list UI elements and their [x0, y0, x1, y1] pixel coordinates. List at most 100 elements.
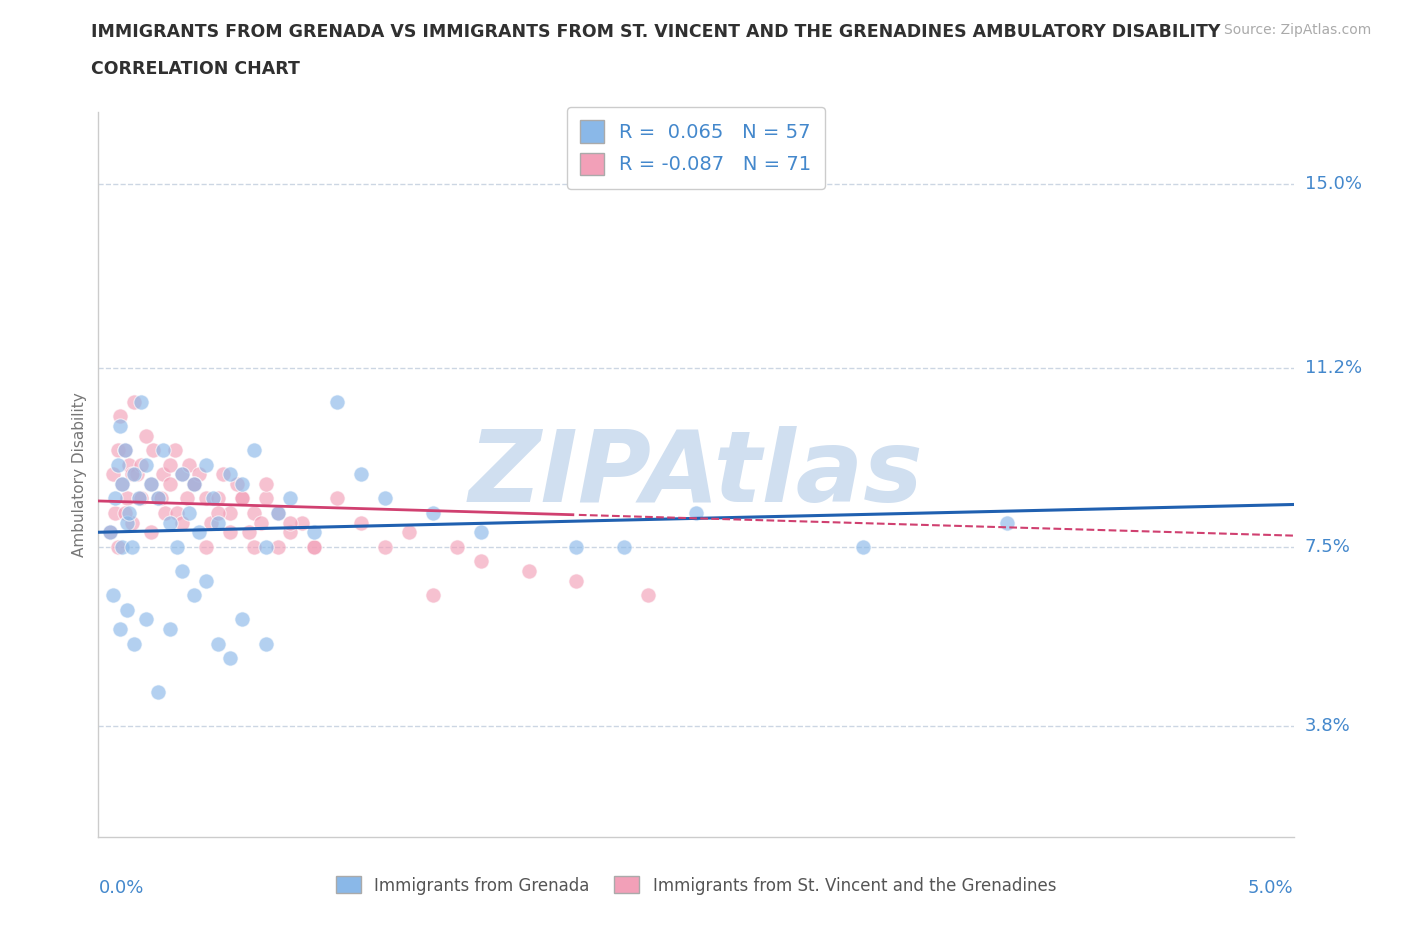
- Point: [183, 476, 205, 491]
- Point: [98, 525, 122, 539]
- Point: [195, 458, 218, 472]
- Point: [148, 684, 170, 699]
- Point: [302, 525, 325, 539]
- Point: [139, 476, 162, 491]
- Point: [115, 491, 138, 506]
- Point: [565, 539, 588, 554]
- Point: [852, 539, 875, 554]
- Point: [278, 491, 301, 506]
- Point: [155, 506, 177, 521]
- Point: [111, 539, 134, 554]
- Text: Source: ZipAtlas.com: Source: ZipAtlas.com: [1223, 23, 1371, 37]
- Point: [200, 515, 222, 530]
- Point: [159, 458, 181, 472]
- Point: [231, 476, 253, 491]
- Point: [121, 467, 143, 482]
- Point: [267, 506, 290, 521]
- Point: [207, 515, 229, 530]
- Point: [195, 491, 218, 506]
- Text: ZIPAtlas: ZIPAtlas: [468, 426, 924, 523]
- Point: [350, 467, 373, 482]
- Point: [613, 539, 636, 554]
- Point: [115, 603, 138, 618]
- Point: [187, 525, 209, 539]
- Point: [195, 539, 218, 554]
- Text: 15.0%: 15.0%: [1305, 175, 1361, 193]
- Point: [183, 476, 205, 491]
- Point: [470, 554, 492, 569]
- Point: [685, 506, 707, 521]
- Point: [124, 394, 146, 409]
- Point: [135, 612, 157, 627]
- Point: [98, 525, 122, 539]
- Point: [187, 467, 209, 482]
- Point: [422, 506, 444, 521]
- Point: [446, 539, 468, 554]
- Point: [637, 588, 659, 603]
- Point: [302, 539, 325, 554]
- Point: [101, 467, 124, 482]
- Point: [172, 467, 194, 482]
- Point: [139, 476, 162, 491]
- Point: [231, 612, 253, 627]
- Point: [108, 418, 131, 433]
- Point: [172, 515, 194, 530]
- Point: [128, 491, 150, 506]
- Point: [179, 458, 201, 472]
- Point: [135, 428, 157, 443]
- Point: [108, 621, 131, 636]
- Point: [111, 476, 134, 491]
- Point: [243, 443, 266, 458]
- Point: [219, 506, 242, 521]
- Point: [148, 491, 170, 506]
- Point: [128, 491, 150, 506]
- Point: [219, 467, 242, 482]
- Point: [104, 491, 127, 506]
- Point: [118, 506, 141, 521]
- Point: [108, 409, 131, 424]
- Point: [302, 539, 325, 554]
- Point: [231, 491, 253, 506]
- Point: [267, 506, 290, 521]
- Point: [104, 506, 127, 521]
- Point: [114, 506, 136, 521]
- Text: 7.5%: 7.5%: [1305, 538, 1351, 556]
- Point: [250, 515, 273, 530]
- Point: [398, 525, 420, 539]
- Point: [159, 621, 181, 636]
- Point: [142, 443, 165, 458]
- Point: [219, 651, 242, 666]
- Point: [219, 525, 242, 539]
- Point: [163, 443, 186, 458]
- Text: IMMIGRANTS FROM GRENADA VS IMMIGRANTS FROM ST. VINCENT AND THE GRENADINES AMBULA: IMMIGRANTS FROM GRENADA VS IMMIGRANTS FR…: [91, 23, 1220, 41]
- Point: [422, 588, 444, 603]
- Text: 0.0%: 0.0%: [98, 879, 143, 897]
- Point: [118, 458, 141, 472]
- Point: [238, 525, 260, 539]
- Point: [470, 525, 492, 539]
- Point: [121, 539, 143, 554]
- Point: [131, 394, 153, 409]
- Point: [211, 467, 233, 482]
- Point: [517, 564, 540, 578]
- Point: [172, 564, 194, 578]
- Point: [207, 491, 229, 506]
- Point: [374, 539, 396, 554]
- Point: [107, 458, 129, 472]
- Text: 3.8%: 3.8%: [1305, 717, 1350, 735]
- Point: [202, 491, 225, 506]
- Point: [115, 515, 138, 530]
- Point: [183, 588, 205, 603]
- Text: 11.2%: 11.2%: [1305, 359, 1362, 377]
- Text: CORRELATION CHART: CORRELATION CHART: [91, 60, 301, 78]
- Point: [231, 491, 253, 506]
- Point: [326, 491, 349, 506]
- Point: [135, 458, 157, 472]
- Point: [159, 476, 181, 491]
- Point: [148, 491, 170, 506]
- Text: 5.0%: 5.0%: [1249, 879, 1294, 897]
- Point: [111, 476, 134, 491]
- Point: [183, 476, 205, 491]
- Point: [166, 506, 188, 521]
- Point: [207, 636, 229, 651]
